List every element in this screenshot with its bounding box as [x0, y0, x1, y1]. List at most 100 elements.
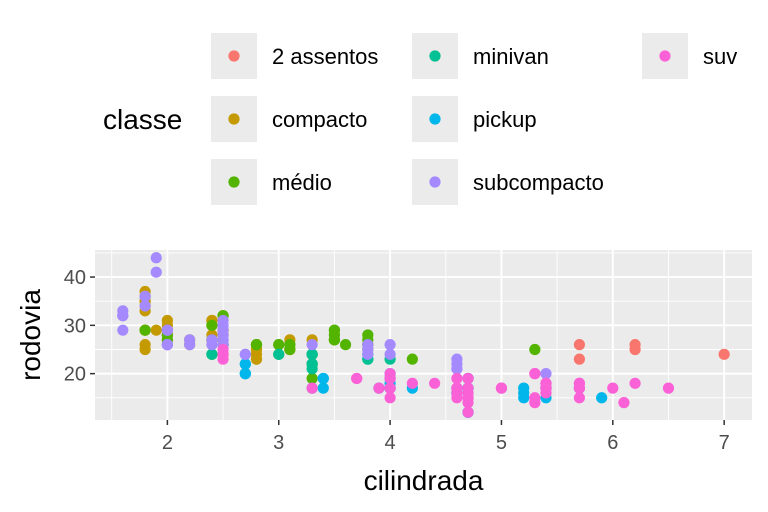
data-point: [306, 382, 318, 394]
data-point: [150, 324, 162, 336]
data-point: [273, 348, 285, 360]
data-point: [573, 392, 586, 404]
legend-marker: [228, 113, 240, 125]
data-point: [462, 372, 474, 385]
data-point: [339, 339, 352, 351]
data-point: [629, 343, 641, 356]
data-point: [317, 372, 329, 385]
data-point: [239, 368, 251, 380]
y-tick-label: 20: [64, 364, 86, 386]
plot-panel: [95, 250, 752, 420]
legend-marker: [429, 176, 441, 188]
data-point: [462, 387, 474, 399]
data-point: [239, 348, 251, 360]
legend-label: subcompacto: [473, 170, 604, 195]
data-point: [250, 348, 263, 360]
data-point: [351, 372, 363, 385]
data-point: [429, 377, 441, 389]
data-point: [451, 387, 463, 399]
data-point: [150, 252, 162, 264]
data-point: [150, 266, 162, 278]
axes: 2 3 4 5 6 7 20 30 40: [64, 267, 730, 454]
data-point: [573, 339, 586, 351]
data-point: [306, 372, 318, 385]
legend-item: 2 assentos: [211, 33, 378, 79]
data-point: [529, 368, 541, 380]
x-tick-label: 5: [496, 432, 507, 454]
legend-label: pickup: [473, 107, 537, 132]
data-point: [139, 300, 151, 312]
data-point: [239, 358, 251, 370]
data-point: [718, 348, 730, 360]
data-point: [139, 324, 151, 336]
legend-item: médio: [211, 159, 332, 205]
legend-item: compacto: [211, 96, 367, 142]
data-point: [161, 339, 173, 351]
data-point: [306, 339, 318, 351]
data-point: [184, 334, 196, 346]
legend-item: pickup: [412, 96, 537, 142]
data-point: [384, 339, 396, 351]
data-point: [384, 368, 396, 380]
data-point: [139, 343, 151, 356]
data-point: [373, 382, 385, 394]
legend-label: suv: [703, 44, 737, 69]
data-point: [662, 382, 675, 394]
data-point: [384, 382, 396, 394]
legend-label: médio: [272, 170, 332, 195]
data-point: [540, 368, 552, 380]
legend-label: 2 assentos: [272, 44, 378, 69]
data-point: [306, 348, 318, 360]
data-point: [273, 339, 285, 351]
data-points: [117, 252, 730, 418]
data-point: [217, 348, 229, 360]
data-point: [618, 397, 630, 409]
data-point: [117, 310, 129, 322]
data-point: [518, 387, 530, 399]
data-point: [529, 343, 541, 356]
data-point: [384, 392, 396, 404]
data-point: [596, 392, 608, 404]
data-point: [540, 382, 552, 394]
data-point: [284, 339, 296, 351]
legend-item: minivan: [412, 33, 549, 79]
y-tick-label: 30: [64, 315, 86, 337]
data-point: [529, 397, 541, 409]
data-point: [328, 329, 341, 341]
data-point: [573, 353, 586, 365]
data-point: [406, 353, 418, 365]
grid-major: [95, 250, 752, 420]
data-point: [117, 324, 129, 336]
y-tick-label: 40: [64, 267, 86, 289]
legend-label: compacto: [272, 107, 367, 132]
x-tick-label: 7: [719, 432, 730, 454]
data-point: [250, 339, 263, 351]
legend-marker: [429, 50, 441, 62]
data-point: [362, 348, 374, 360]
data-point: [406, 377, 418, 389]
legend-marker: [228, 50, 240, 62]
legend-title: classe: [103, 104, 182, 135]
data-point: [462, 406, 474, 418]
data-point: [495, 382, 508, 394]
data-point: [206, 319, 218, 331]
data-point: [217, 334, 229, 346]
data-point: [317, 382, 329, 394]
data-point: [451, 372, 463, 385]
legend-marker: [228, 176, 240, 188]
legend: classe 2 assentos compacto médio minivan pick…: [103, 33, 737, 205]
legend-item: subcompacto: [412, 159, 604, 205]
legend-marker: [659, 50, 671, 62]
x-tick-label: 3: [273, 432, 284, 454]
grid-minor: [95, 250, 752, 420]
data-point: [384, 348, 396, 360]
x-tick-label: 4: [385, 432, 396, 454]
data-point: [139, 290, 151, 302]
x-tick-label: 6: [607, 432, 618, 454]
data-point: [451, 363, 463, 375]
x-tick-label: 2: [162, 432, 173, 454]
data-point: [306, 363, 318, 375]
legend-marker: [429, 113, 441, 125]
legend-item: suv: [642, 33, 737, 79]
